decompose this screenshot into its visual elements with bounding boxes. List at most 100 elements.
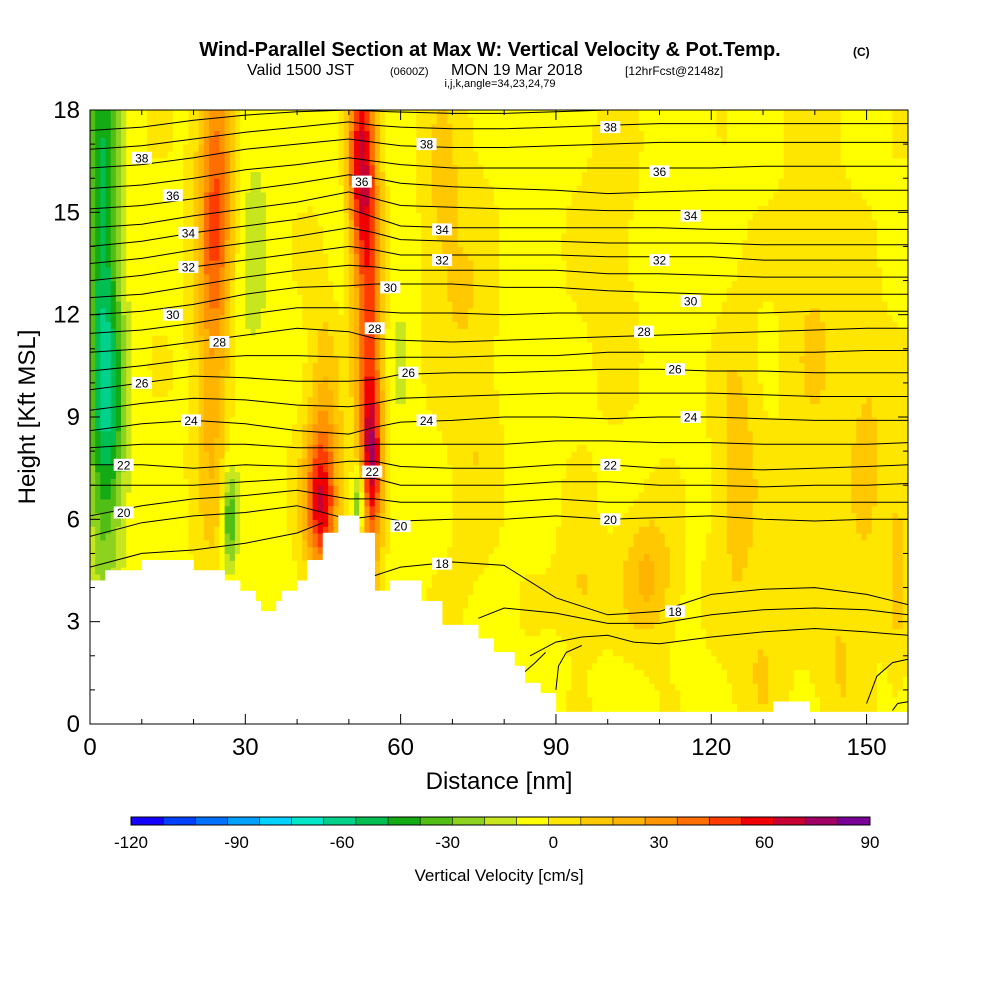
velocity-cell: [121, 335, 127, 343]
velocity-cell: [172, 232, 179, 241]
velocity-cell: [286, 246, 293, 254]
velocity-cell: [255, 150, 262, 159]
velocity-cell: [260, 116, 267, 125]
velocity-cell: [157, 389, 164, 398]
velocity-cell: [136, 273, 143, 282]
velocity-cell: [157, 225, 164, 234]
velocity-cell: [281, 287, 288, 295]
velocity-cell: [240, 225, 246, 234]
velocity-cell: [188, 526, 195, 534]
velocity-cell: [157, 335, 164, 343]
velocity-cell: [234, 348, 241, 357]
velocity-cell: [307, 178, 314, 186]
velocity-cell: [136, 478, 143, 486]
velocity-cell: [276, 246, 283, 254]
velocity-cell: [188, 341, 195, 350]
velocity-cell: [281, 294, 288, 302]
velocity-cell: [198, 362, 205, 370]
velocity-cell: [302, 307, 309, 316]
velocity-cell: [359, 110, 365, 118]
velocity-cell: [178, 287, 184, 295]
velocity-cell: [229, 260, 236, 268]
velocity-cell: [328, 157, 334, 166]
velocity-cell: [245, 382, 252, 391]
velocity-cell: [348, 116, 355, 125]
velocity-cell: [317, 191, 324, 200]
velocity-cell: [105, 423, 112, 432]
velocity-cell: [214, 150, 221, 159]
velocity-cell: [152, 246, 158, 254]
velocity-cell: [126, 417, 133, 425]
velocity-cell: [364, 287, 371, 295]
velocity-cell: [110, 205, 117, 213]
velocity-cell: [271, 212, 277, 220]
velocity-cell: [234, 410, 241, 418]
velocity-cell: [214, 273, 221, 282]
velocity-cell: [95, 110, 101, 118]
velocity-cell: [157, 417, 164, 425]
velocity-cell: [245, 246, 252, 254]
velocity-cell: [193, 191, 200, 200]
velocity-cell: [203, 532, 210, 541]
velocity-cell: [240, 212, 246, 220]
velocity-cell: [281, 567, 288, 575]
velocity-cell: [110, 539, 117, 548]
velocity-cell: [343, 301, 350, 309]
velocity-cell: [369, 519, 376, 527]
velocity-cell: [146, 287, 153, 295]
velocity-cell: [224, 280, 231, 288]
velocity-cell: [276, 355, 283, 364]
velocity-cell: [131, 485, 138, 493]
velocity-cell: [240, 171, 246, 179]
velocity-cell: [240, 505, 246, 514]
velocity-cell: [126, 389, 133, 398]
velocity-cell: [167, 546, 174, 555]
velocity-cell: [286, 130, 293, 138]
velocity-cell: [131, 423, 138, 432]
velocity-cell: [286, 110, 293, 111]
velocity-cell: [209, 314, 215, 323]
velocity-cell: [359, 307, 365, 316]
velocity-cell: [260, 287, 267, 295]
velocity-cell: [250, 519, 257, 527]
velocity-cell: [348, 185, 355, 193]
velocity-cell: [188, 505, 195, 514]
velocity-cell: [333, 191, 340, 200]
velocity-cell: [90, 505, 96, 514]
velocity-cell: [136, 492, 143, 500]
velocity-cell: [338, 191, 345, 200]
velocity-cell: [131, 280, 138, 288]
velocity-cell: [271, 294, 277, 302]
velocity-cell: [312, 144, 319, 152]
velocity-cell: [193, 389, 200, 398]
velocity-cell: [302, 376, 309, 384]
velocity-cell: [333, 110, 340, 111]
velocity-cell: [245, 335, 252, 343]
velocity-cell: [203, 321, 210, 329]
velocity-cell: [136, 464, 143, 473]
velocity-cell: [219, 164, 226, 172]
velocity-cell: [286, 198, 293, 207]
velocity-cell: [245, 512, 252, 520]
velocity-cell: [255, 553, 262, 561]
velocity-cell: [105, 171, 112, 179]
velocity-cell: [209, 369, 215, 377]
velocity-cell: [291, 567, 298, 575]
velocity-cell: [95, 512, 101, 520]
velocity-cell: [198, 369, 205, 377]
velocity-cell: [297, 232, 303, 241]
velocity-cell: [131, 451, 138, 459]
velocity-cell: [276, 471, 283, 479]
velocity-cell: [271, 601, 277, 609]
velocity-cell: [343, 389, 350, 398]
velocity-cell: [250, 485, 257, 493]
velocity-cell: [312, 253, 319, 261]
velocity-cell: [234, 225, 241, 234]
velocity-cell: [126, 410, 133, 418]
velocity-cell: [297, 328, 303, 336]
velocity-cell: [214, 423, 221, 432]
velocity-cell: [317, 225, 324, 234]
velocity-cell: [219, 410, 226, 418]
velocity-cell: [157, 260, 164, 268]
velocity-cell: [224, 328, 231, 336]
